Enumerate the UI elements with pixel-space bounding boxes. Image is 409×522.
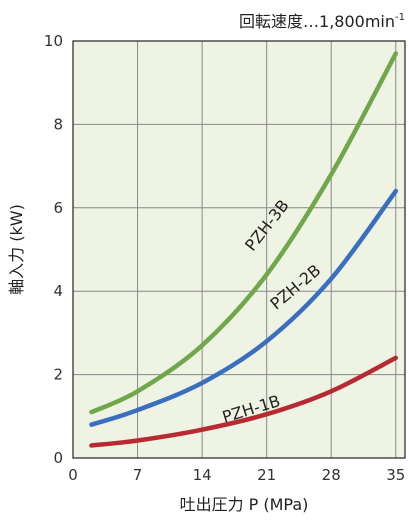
y-tick-label: 6	[53, 199, 63, 217]
x-tick-label: 14	[193, 466, 212, 484]
plot-area	[73, 41, 405, 458]
y-tick-label: 4	[53, 282, 63, 300]
x-tick-label: 21	[257, 466, 276, 484]
x-tick-label: 28	[322, 466, 341, 484]
y-tick-label: 2	[53, 366, 63, 384]
y-tick-label: 8	[53, 115, 63, 133]
plot-frame	[72, 40, 406, 459]
y-tick-label: 10	[44, 32, 63, 50]
x-tick-labels: 0 7 14 21 28 35	[68, 466, 405, 484]
x-tick-label: 0	[68, 466, 78, 484]
series-line-pzh-1b	[89, 355, 399, 448]
x-tick-label: 7	[133, 466, 143, 484]
series-lines	[89, 51, 399, 448]
rotation-speed-text: 回転速度…1,800min	[239, 12, 395, 31]
y-tick-labels: 0 2 4 6 8 10	[44, 32, 63, 467]
rotation-speed-note: 回転速度…1,800min-1	[239, 12, 405, 31]
series-line-pzh-2b	[89, 188, 399, 427]
series-line-pzh-3b	[89, 51, 399, 415]
y-tick-label: 0	[53, 449, 63, 467]
rotation-speed-unit-sup: -1	[395, 12, 405, 23]
y-axis-label: 軸入力 (kW)	[7, 204, 26, 295]
gridlines	[73, 41, 405, 458]
x-axis-label: 吐出圧力 P (MPa)	[180, 495, 309, 514]
x-tick-label: 35	[386, 466, 405, 484]
